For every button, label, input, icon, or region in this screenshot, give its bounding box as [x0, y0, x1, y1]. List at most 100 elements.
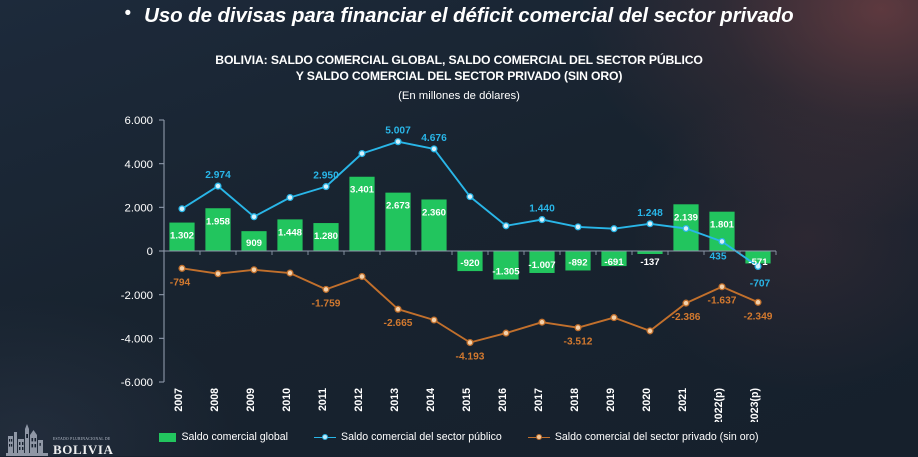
bar[interactable]: [205, 208, 231, 251]
bar[interactable]: [313, 223, 339, 251]
chart-title-line-2: Y SALDO COMERCIAL DEL SECTOR PRIVADO (SI…: [295, 69, 623, 83]
y-tick-label: 4.000: [124, 159, 153, 171]
bar-value-label: -571: [748, 257, 768, 268]
data-point[interactable]: [358, 272, 366, 281]
x-tick-label: 2019: [605, 388, 617, 412]
data-point[interactable]: [502, 222, 510, 230]
chart-plot-area: 6.000 4.000 2.000 0 -2.000 -4.000 -6.000 2007 2…: [0, 112, 918, 422]
data-point[interactable]: [214, 182, 222, 190]
bar[interactable]: [493, 251, 519, 280]
data-point[interactable]: [610, 225, 618, 233]
line-value-label: -2.665: [384, 318, 413, 329]
bar-value-label: -920: [460, 258, 479, 269]
data-point[interactable]: [286, 193, 294, 202]
x-tick-label: 2009: [245, 388, 257, 412]
bar-value-label: 2.360: [422, 207, 446, 218]
chart-title-line-1: BOLIVIA: SALDO COMERCIAL GLOBAL, SALDO C…: [215, 53, 703, 67]
y-tick-label: -2.000: [121, 290, 153, 302]
line-value-label: 2.974: [205, 170, 231, 181]
legend-swatch-bar-icon: [159, 432, 177, 442]
legend-label-global: Saldo comercial global: [181, 431, 289, 443]
data-point[interactable]: [250, 213, 258, 221]
line-value-label: -1.759: [312, 298, 341, 309]
chart-subtitle: (En millones de dólares): [398, 90, 520, 102]
data-point[interactable]: [502, 329, 510, 337]
bar-value-label: 1.280: [314, 231, 338, 242]
y-tick-label: -6.000: [121, 377, 153, 389]
legend-item-public[interactable]: Saldo comercial del sector público: [314, 431, 502, 443]
bar[interactable]: [529, 251, 555, 273]
bar[interactable]: [637, 251, 663, 254]
data-point[interactable]: [250, 266, 258, 274]
data-point[interactable]: [718, 283, 726, 291]
bar[interactable]: [745, 251, 771, 264]
bars-group: [169, 176, 771, 280]
data-point[interactable]: [646, 220, 654, 228]
data-point[interactable]: [574, 223, 582, 231]
bar[interactable]: [709, 211, 735, 251]
line-value-label: 1.440: [529, 204, 555, 215]
data-point[interactable]: [322, 285, 330, 293]
line-value-label: -2.386: [672, 312, 701, 323]
bar[interactable]: [385, 192, 411, 251]
data-point[interactable]: [214, 270, 222, 278]
heading-text: Uso de divisas para financiar el déficit…: [144, 4, 794, 27]
footer-logo: ESTADO PLURINACIONAL DE BOLIVIA: [6, 422, 114, 456]
data-point[interactable]: [394, 305, 402, 313]
data-point[interactable]: [682, 299, 690, 307]
y-tick-label: 2.000: [124, 203, 153, 215]
data-point[interactable]: [646, 327, 654, 335]
bar[interactable]: [457, 251, 483, 272]
line-value-label: -1.637: [708, 296, 737, 307]
data-point[interactable]: [178, 264, 186, 272]
chart-title: BOLIVIA: SALDO COMERCIAL GLOBAL, SALDO C…: [0, 52, 918, 84]
bar[interactable]: [277, 219, 303, 251]
data-point[interactable]: [466, 338, 474, 347]
legend-label-public: Saldo comercial del sector público: [341, 431, 502, 443]
data-point[interactable]: [754, 262, 762, 270]
data-point[interactable]: [718, 237, 726, 246]
x-tick-label: 2012: [353, 388, 365, 412]
data-point[interactable]: [286, 269, 294, 277]
bar[interactable]: [349, 176, 375, 251]
bullet-icon: •: [124, 3, 132, 24]
data-point[interactable]: [394, 138, 402, 146]
x-tick-label: 2017: [533, 388, 545, 412]
bar-value-label: -691: [604, 257, 624, 268]
line-value-label: -4.193: [456, 352, 485, 363]
data-point[interactable]: [610, 314, 618, 322]
data-point[interactable]: [574, 324, 582, 332]
legend-swatch-line-private-icon: [527, 432, 550, 442]
x-tick-label: 2011: [317, 388, 329, 411]
data-point[interactable]: [682, 224, 690, 233]
data-point[interactable]: [322, 183, 330, 191]
y-tick-label: -4.000: [121, 334, 153, 346]
x-tick-label: 2023(p): [749, 388, 761, 422]
bar[interactable]: [169, 222, 195, 251]
data-labels-group: 1.302 1.958 909 1.448 1.280 3.401 2.673 2.360 -9…: [170, 126, 773, 363]
data-line: [181, 140, 759, 268]
line-value-label: -2.349: [744, 311, 773, 322]
x-tick-label: 2020: [641, 388, 653, 412]
legend-item-private[interactable]: Saldo comercial del sector privado (sin …: [527, 431, 759, 443]
logo-text: ESTADO PLURINACIONAL DE BOLIVIA: [53, 438, 114, 456]
y-tick-label: 0: [147, 246, 153, 258]
data-point[interactable]: [430, 145, 438, 153]
line-value-label: 2.950: [313, 171, 339, 182]
bar-value-label: -1.007: [528, 260, 555, 271]
data-point[interactable]: [430, 316, 438, 324]
data-point[interactable]: [538, 216, 546, 224]
logo-country-name: BOLIVIA: [53, 442, 114, 457]
data-point[interactable]: [178, 205, 186, 213]
data-point[interactable]: [358, 149, 366, 158]
y-tick-label: 6.000: [124, 115, 153, 127]
bar[interactable]: [421, 199, 447, 251]
data-point[interactable]: [538, 318, 546, 326]
bar[interactable]: [565, 251, 591, 271]
data-point[interactable]: [754, 298, 762, 306]
bar[interactable]: [601, 251, 627, 267]
bar[interactable]: [241, 231, 267, 251]
data-point[interactable]: [466, 193, 474, 201]
legend-item-global[interactable]: Saldo comercial global: [159, 431, 288, 443]
